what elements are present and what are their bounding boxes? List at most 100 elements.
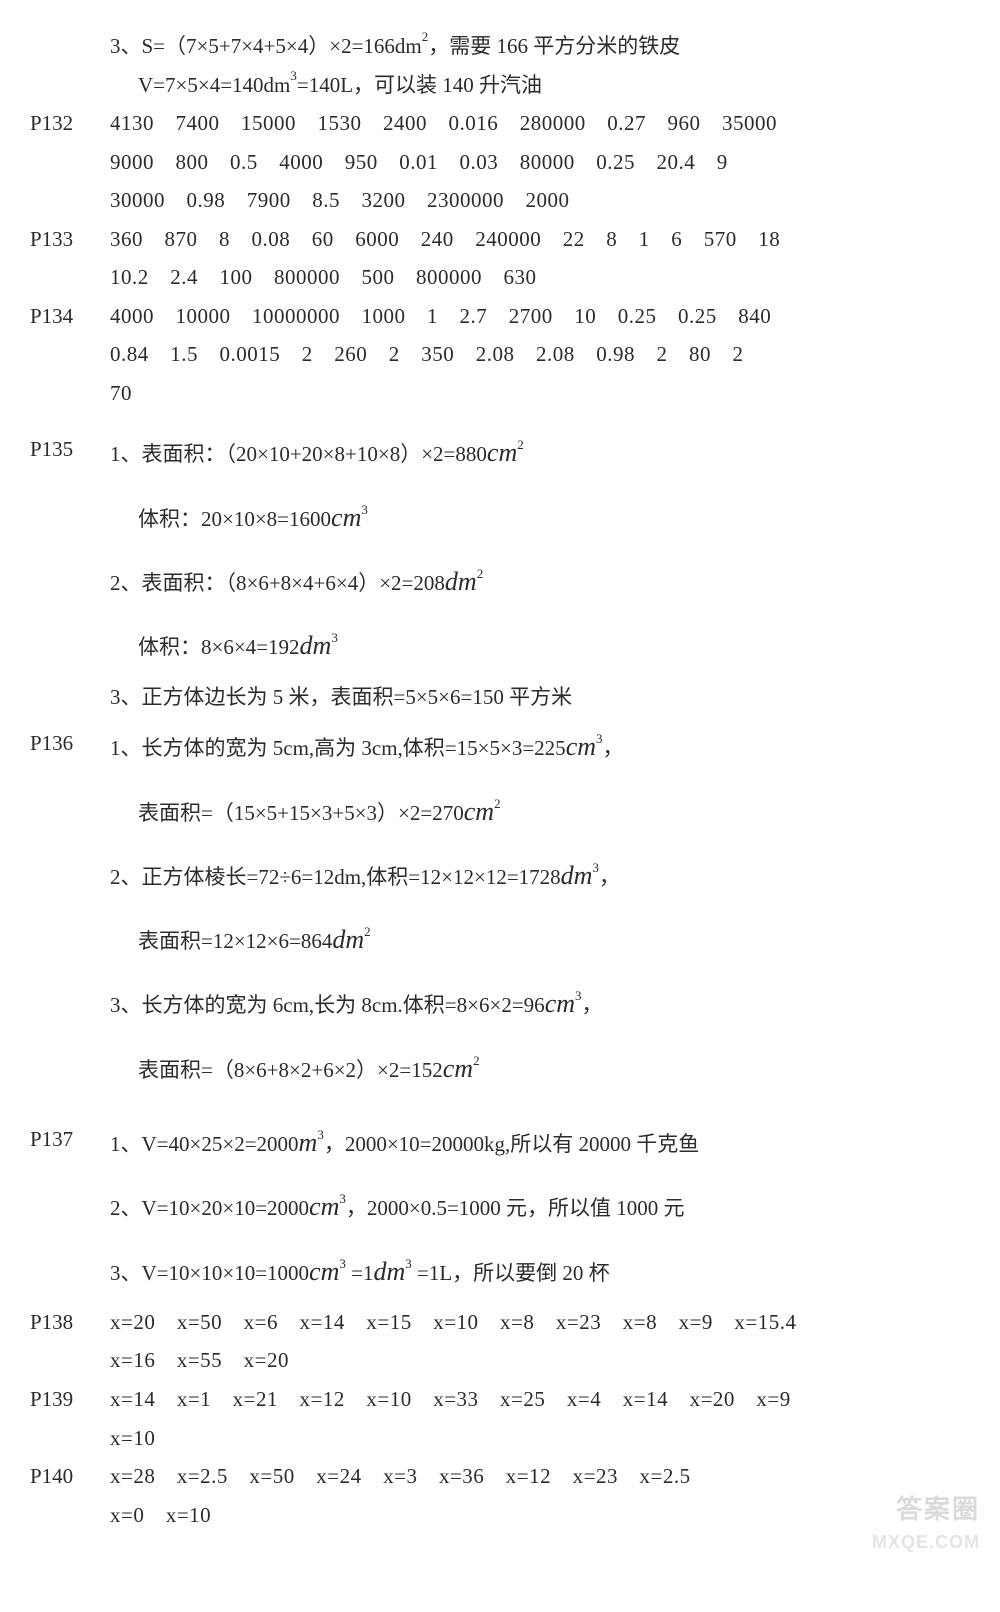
text: ， <box>599 865 620 889</box>
exp: 3 <box>331 630 338 645</box>
answers: 4130 7400 15000 1530 2400 0.016 280000 0… <box>100 107 970 140</box>
exp: 2 <box>473 1053 480 1068</box>
exp: 3 <box>575 988 582 1003</box>
unit-cm: cm <box>309 1192 339 1221</box>
pre-line-1: 3、S=（7×5+7×4+5×4）×2=166dm2，需要 166 平方分米的铁… <box>30 30 970 63</box>
answers: x=28 x=2.5 x=50 x=24 x=3 x=36 x=12 x=23 … <box>100 1460 970 1493</box>
answers: x=16 x=55 x=20 <box>100 1344 970 1377</box>
text: ，2000×0.5=1000 元，所以值 1000 元 <box>346 1196 685 1220</box>
text: =1 <box>351 1261 373 1285</box>
p135-q2a: 2、表面积：（8×6+8×4+6×4）×2=208dm2 <box>30 562 970 602</box>
unit-dm: dm <box>561 861 593 890</box>
exp: 2 <box>517 437 524 452</box>
p135-q1b: 体积：20×10×8=1600cm3 <box>30 498 970 538</box>
text: =140L，可以装 140 升汽油 <box>297 73 542 97</box>
text: 2、正方体棱长=72÷6=12dm,体积=12×12×12=1728 <box>110 865 561 889</box>
text: 体积：20×10×8=1600 <box>138 507 331 531</box>
unit-dm: dm <box>332 925 364 954</box>
p137-q1: P137 1、V=40×25×2=2000m3，2000×10=20000kg,… <box>30 1123 970 1163</box>
unit-dm: dm <box>300 631 332 660</box>
p132-row3: 30000 0.98 7900 8.5 3200 2300000 2000 <box>30 184 970 217</box>
unit-cm: cm <box>545 989 575 1018</box>
answers: 10.2 2.4 100 800000 500 800000 630 <box>100 261 970 294</box>
p134-row2: 0.84 1.5 0.0015 2 260 2 350 2.08 2.08 0.… <box>30 338 970 371</box>
answers: 70 <box>100 377 970 410</box>
unit-cm: cm <box>331 503 361 532</box>
p138-row2: x=16 x=55 x=20 <box>30 1344 970 1377</box>
p137-q3: 3、V=10×10×10=1000cm3 =1dm3 =1L，所以要倒 20 杯 <box>30 1252 970 1292</box>
watermark-line2: MXQE.COM <box>872 1529 980 1557</box>
p139-row1: P139 x=14 x=1 x=21 x=12 x=10 x=33 x=25 x… <box>30 1383 970 1416</box>
unit-m: m <box>299 1128 318 1157</box>
answers: 30000 0.98 7900 8.5 3200 2300000 2000 <box>100 184 970 217</box>
text: 1、表面积：（20×10+20×8+10×8）×2=880 <box>110 442 487 466</box>
page-label: P137 <box>30 1123 100 1156</box>
p136-q2a: 2、正方体棱长=72÷6=12dm,体积=12×12×12=1728dm3， <box>30 856 970 896</box>
answers: x=10 <box>100 1422 970 1455</box>
p132-row2: 9000 800 0.5 4000 950 0.01 0.03 80000 0.… <box>30 146 970 179</box>
p139-row2: x=10 <box>30 1422 970 1455</box>
p136-q3a: 3、长方体的宽为 6cm,长为 8cm.体积=8×6×2=96cm3， <box>30 984 970 1024</box>
p135-q1a: P135 1、表面积：（20×10+20×8+10×8）×2=880cm2 <box>30 433 970 473</box>
p138-row1: P138 x=20 x=50 x=6 x=14 x=15 x=10 x=8 x=… <box>30 1306 970 1339</box>
page-label: P140 <box>30 1460 100 1493</box>
p136-q3b: 表面积=（8×6+8×2+6×2）×2=152cm2 <box>30 1049 970 1089</box>
exp: 3 <box>405 1256 412 1271</box>
pre-line-2: V=7×5×4=140dm3=140L，可以装 140 升汽油 <box>30 69 970 102</box>
p132-row1: P132 4130 7400 15000 1530 2400 0.016 280… <box>30 107 970 140</box>
answers: x=0 x=10 <box>100 1499 970 1532</box>
p135-q3: 3、正方体边长为 5 米，表面积=5×5×6=150 平方米 <box>30 681 970 714</box>
exp: 3 <box>339 1191 346 1206</box>
answers: 360 870 8 0.08 60 6000 240 240000 22 8 1… <box>100 223 970 256</box>
page-label: P139 <box>30 1383 100 1416</box>
unit-cm: cm <box>309 1257 339 1286</box>
text: 3、正方体边长为 5 米，表面积=5×5×6=150 平方米 <box>100 681 970 714</box>
p136-q2b: 表面积=12×12×6=864dm2 <box>30 920 970 960</box>
answers: 0.84 1.5 0.0015 2 260 2 350 2.08 2.08 0.… <box>100 338 970 371</box>
text: 2、V=10×20×10=2000 <box>110 1196 309 1220</box>
unit-cm: cm <box>566 732 596 761</box>
text: 3、长方体的宽为 6cm,长为 8cm.体积=8×6×2=96 <box>110 993 545 1017</box>
text: 表面积=（8×6+8×2+6×2）×2=152 <box>138 1058 443 1082</box>
page-label: P136 <box>30 727 100 760</box>
p140-row1: P140 x=28 x=2.5 x=50 x=24 x=3 x=36 x=12 … <box>30 1460 970 1493</box>
exp: 3 <box>339 1256 346 1271</box>
unit-dm: dm <box>373 1257 405 1286</box>
exp: 3 <box>361 502 368 517</box>
page-label: P135 <box>30 433 100 466</box>
text: V=7×5×4=140dm <box>138 73 290 97</box>
text: ， <box>603 736 624 760</box>
text: 3、V=10×10×10=1000 <box>110 1261 309 1285</box>
text: 1、V=40×25×2=2000 <box>110 1132 299 1156</box>
text: ，需要 166 平方分米的铁皮 <box>428 34 680 58</box>
page-label: P134 <box>30 300 100 333</box>
page-label: P138 <box>30 1306 100 1339</box>
exp: 3 <box>317 1127 324 1142</box>
unit-dm: dm <box>445 567 477 596</box>
text: =1L，所以要倒 20 杯 <box>417 1261 610 1285</box>
exp: 3 <box>596 731 603 746</box>
answers: 9000 800 0.5 4000 950 0.01 0.03 80000 0.… <box>100 146 970 179</box>
text: 表面积=（15×5+15×3+5×3）×2=270 <box>138 801 464 825</box>
page-label: P132 <box>30 107 100 140</box>
unit-cm: cm <box>443 1054 473 1083</box>
exp: 2 <box>364 924 371 939</box>
p135-q2b: 体积：8×6×4=192dm3 <box>30 626 970 666</box>
unit-cm: cm <box>464 797 494 826</box>
pre-line-1-content: 3、S=（7×5+7×4+5×4）×2=166dm2，需要 166 平方分米的铁… <box>100 30 970 63</box>
p140-row2: x=0 x=10 <box>30 1499 970 1532</box>
page-label: P133 <box>30 223 100 256</box>
p136-q1b: 表面积=（15×5+15×3+5×3）×2=270cm2 <box>30 792 970 832</box>
p133-row1: P133 360 870 8 0.08 60 6000 240 240000 2… <box>30 223 970 256</box>
exp: 3 <box>592 860 599 875</box>
answers: 4000 10000 10000000 1000 1 2.7 2700 10 0… <box>100 300 970 333</box>
text: 3、S=（7×5+7×4+5×4）×2=166dm <box>110 34 422 58</box>
pre-line-2-content: V=7×5×4=140dm3=140L，可以装 140 升汽油 <box>100 69 970 102</box>
answers: x=14 x=1 x=21 x=12 x=10 x=33 x=25 x=4 x=… <box>100 1383 970 1416</box>
p134-row3: 70 <box>30 377 970 410</box>
text: ，2000×10=20000kg,所以有 20000 千克鱼 <box>324 1132 699 1156</box>
exp: 2 <box>494 796 501 811</box>
exp: 3 <box>290 68 297 83</box>
p133-row2: 10.2 2.4 100 800000 500 800000 630 <box>30 261 970 294</box>
exp: 2 <box>477 566 484 581</box>
